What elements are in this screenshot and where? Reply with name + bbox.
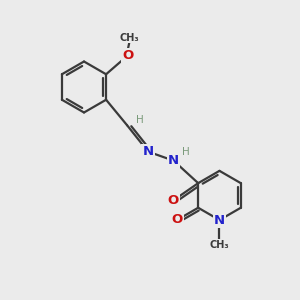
Text: H: H (136, 115, 144, 125)
Text: N: N (168, 154, 179, 167)
Text: O: O (168, 194, 179, 207)
Text: CH₃: CH₃ (210, 240, 229, 250)
Text: O: O (122, 49, 133, 62)
Text: CH₃: CH₃ (119, 33, 139, 43)
Text: N: N (214, 214, 225, 226)
Text: O: O (172, 213, 183, 226)
Text: N: N (142, 145, 154, 158)
Text: H: H (182, 147, 190, 157)
